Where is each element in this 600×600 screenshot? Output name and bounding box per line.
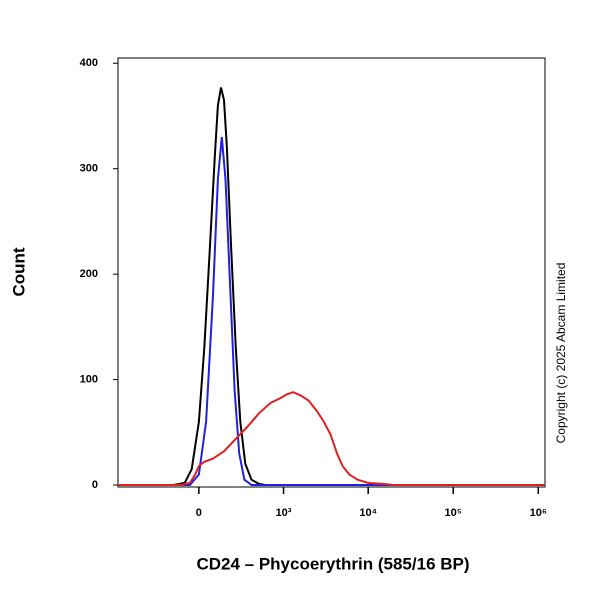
x-tick-label: 10³ <box>276 507 292 519</box>
y-tick-label: 200 <box>80 268 98 280</box>
plot-frame <box>117 57 546 488</box>
y-tick-label: 400 <box>80 57 98 69</box>
y-axis-label: Count <box>9 247 28 296</box>
x-axis-label: CD24 – Phycoerythrin (585/16 BP) <box>196 554 469 573</box>
series-line <box>118 137 545 486</box>
copyright: Copyright (c) 2025 Abcam Limited <box>554 263 568 444</box>
y-tick-label: 300 <box>80 163 98 175</box>
x-tick-label: 0 <box>196 507 202 519</box>
y-tick-label: 100 <box>80 373 98 385</box>
series-line <box>118 87 545 486</box>
x-tick-label: 10⁴ <box>359 507 377 519</box>
y-tick-label: 0 <box>92 479 98 491</box>
x-tick-label: 10⁶ <box>530 507 547 519</box>
x-tick-label: 10⁵ <box>445 507 462 519</box>
series-line <box>118 391 545 486</box>
